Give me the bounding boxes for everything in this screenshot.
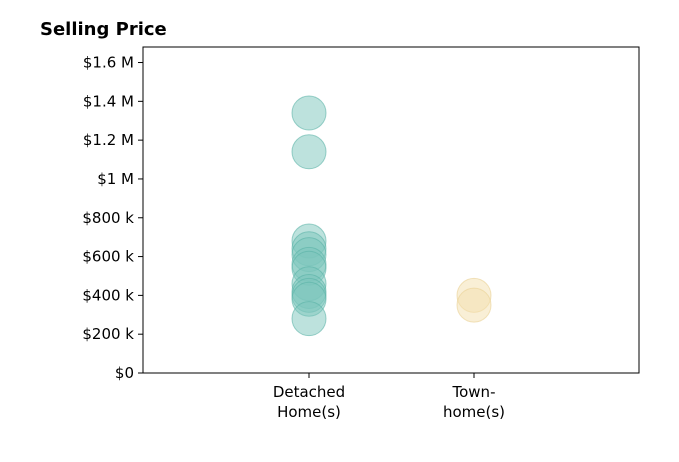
data-point <box>291 95 327 131</box>
data-point <box>291 301 327 337</box>
x-category-label: Town-home(s) <box>443 383 505 421</box>
x-category-label: Detached Home(s) <box>273 383 345 421</box>
y-tick-label: $1.4 M <box>83 92 134 110</box>
y-tick-label: $800 k <box>82 209 134 227</box>
y-tick-label: $1.2 M <box>83 131 134 149</box>
y-tick-label: $200 k <box>82 325 134 343</box>
y-axis: $0 $200 k $400 k $600 k $800 k $1 M $1.2 M $1.4… <box>82 54 143 382</box>
y-tick-label: $1.6 M <box>83 54 134 72</box>
chart-title: Selling Price <box>40 19 167 40</box>
y-tick-label: $600 k <box>82 248 134 266</box>
plot-frame <box>142 46 640 374</box>
y-tick-label: $400 k <box>82 286 134 304</box>
points-layer <box>291 95 492 337</box>
data-point <box>291 134 327 170</box>
x-axis: Detached Home(s) Town-home(s) <box>273 373 505 421</box>
y-tick-label: $0 <box>115 364 134 382</box>
data-point <box>456 287 492 323</box>
y-tick-label: $1 M <box>97 170 134 188</box>
